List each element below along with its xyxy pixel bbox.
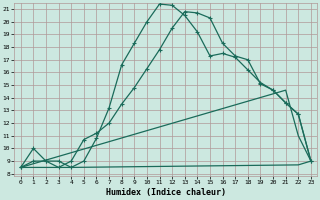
- X-axis label: Humidex (Indice chaleur): Humidex (Indice chaleur): [106, 188, 226, 197]
